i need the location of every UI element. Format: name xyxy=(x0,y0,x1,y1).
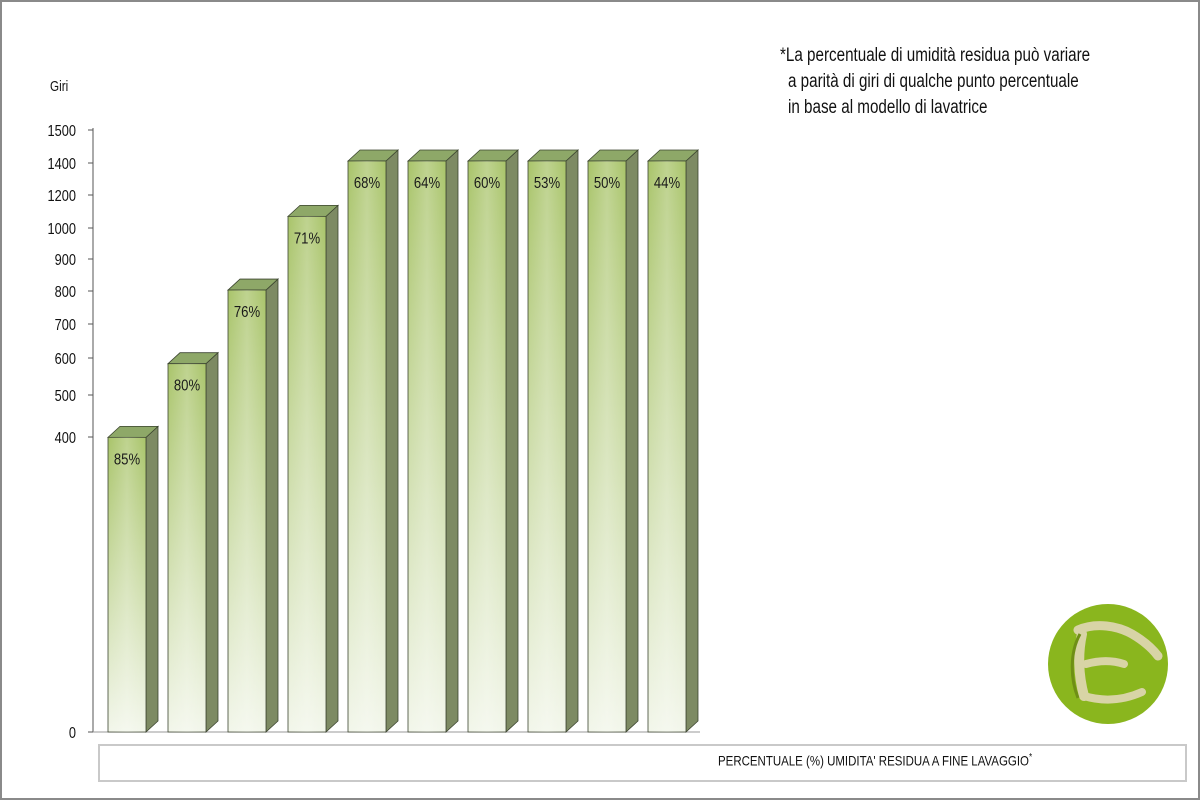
footnote: *La percentuale di umidità residua può v… xyxy=(780,43,1116,121)
bar xyxy=(406,149,460,733)
y-tick-label: 1400 xyxy=(48,156,76,174)
bar-side xyxy=(265,278,279,733)
y-tick-label: 900 xyxy=(55,252,76,270)
bar-highlight xyxy=(528,161,566,732)
bar xyxy=(646,149,700,733)
bar xyxy=(286,204,340,733)
bar-highlight xyxy=(168,363,206,732)
bar-data-label: 85% xyxy=(114,451,140,468)
bar-data-label: 60% xyxy=(474,175,500,192)
bar-highlight xyxy=(648,161,686,732)
bar-data-label: 71% xyxy=(294,230,320,247)
y-tick-label: 500 xyxy=(55,388,76,406)
bar-side xyxy=(145,425,159,733)
y-tick-label: 0 xyxy=(69,725,76,743)
bar xyxy=(106,425,160,733)
bar-highlight xyxy=(588,161,626,732)
y-axis-label: Giri xyxy=(50,78,69,95)
bar-side xyxy=(385,149,399,733)
y-tick-label: 700 xyxy=(55,317,76,335)
y-tick-label: 1000 xyxy=(48,221,76,239)
bar-highlight xyxy=(288,216,326,732)
bar-side xyxy=(625,149,639,733)
bar-side xyxy=(565,149,579,733)
x-axis-title-text: PERCENTUALE (%) UMIDITA' RESIDUA A FINE … xyxy=(718,752,1029,769)
bar-data-label: 50% xyxy=(594,175,620,192)
footnote-line-2: a parità di giri di qualche punto percen… xyxy=(788,71,1079,92)
x-axis-box xyxy=(98,744,1187,782)
bar-data-label: 80% xyxy=(174,378,200,395)
footnote-line-1: *La percentuale di umidità residua può v… xyxy=(780,45,1091,66)
y-tick-label: 800 xyxy=(55,284,76,302)
bar-data-label: 44% xyxy=(654,175,680,192)
bar-data-label: 76% xyxy=(234,304,260,321)
bar xyxy=(526,149,580,733)
bar-side xyxy=(445,149,459,733)
bar-highlight xyxy=(108,437,146,732)
bar xyxy=(226,278,280,733)
bar-data-label: 64% xyxy=(414,175,440,192)
bar-side xyxy=(685,149,699,733)
x-axis-title-mark: * xyxy=(1028,752,1033,763)
bar-highlight xyxy=(228,290,266,732)
bar-side xyxy=(205,351,219,733)
leaf-e-logo xyxy=(1048,604,1168,724)
bar-data-label: 68% xyxy=(354,175,380,192)
y-tick-label: 400 xyxy=(55,430,76,448)
bar-side xyxy=(505,149,519,733)
bar-highlight xyxy=(348,161,386,732)
bar-highlight xyxy=(468,161,506,732)
bar-highlight xyxy=(408,161,446,732)
bar-side xyxy=(325,204,339,733)
y-tick-label: 1500 xyxy=(48,123,76,141)
footnote-line-3: in base al modello di lavatrice xyxy=(788,97,988,118)
bar xyxy=(166,351,220,733)
y-tick-label: 600 xyxy=(55,351,76,369)
bar xyxy=(586,149,640,733)
bar xyxy=(346,149,400,733)
x-axis-title: PERCENTUALE (%) UMIDITA' RESIDUA A FINE … xyxy=(718,752,1032,769)
bar xyxy=(466,149,520,733)
logo-e-glyph xyxy=(1070,621,1163,704)
y-tick-label: 1200 xyxy=(48,188,76,206)
bar-data-label: 53% xyxy=(534,175,560,192)
